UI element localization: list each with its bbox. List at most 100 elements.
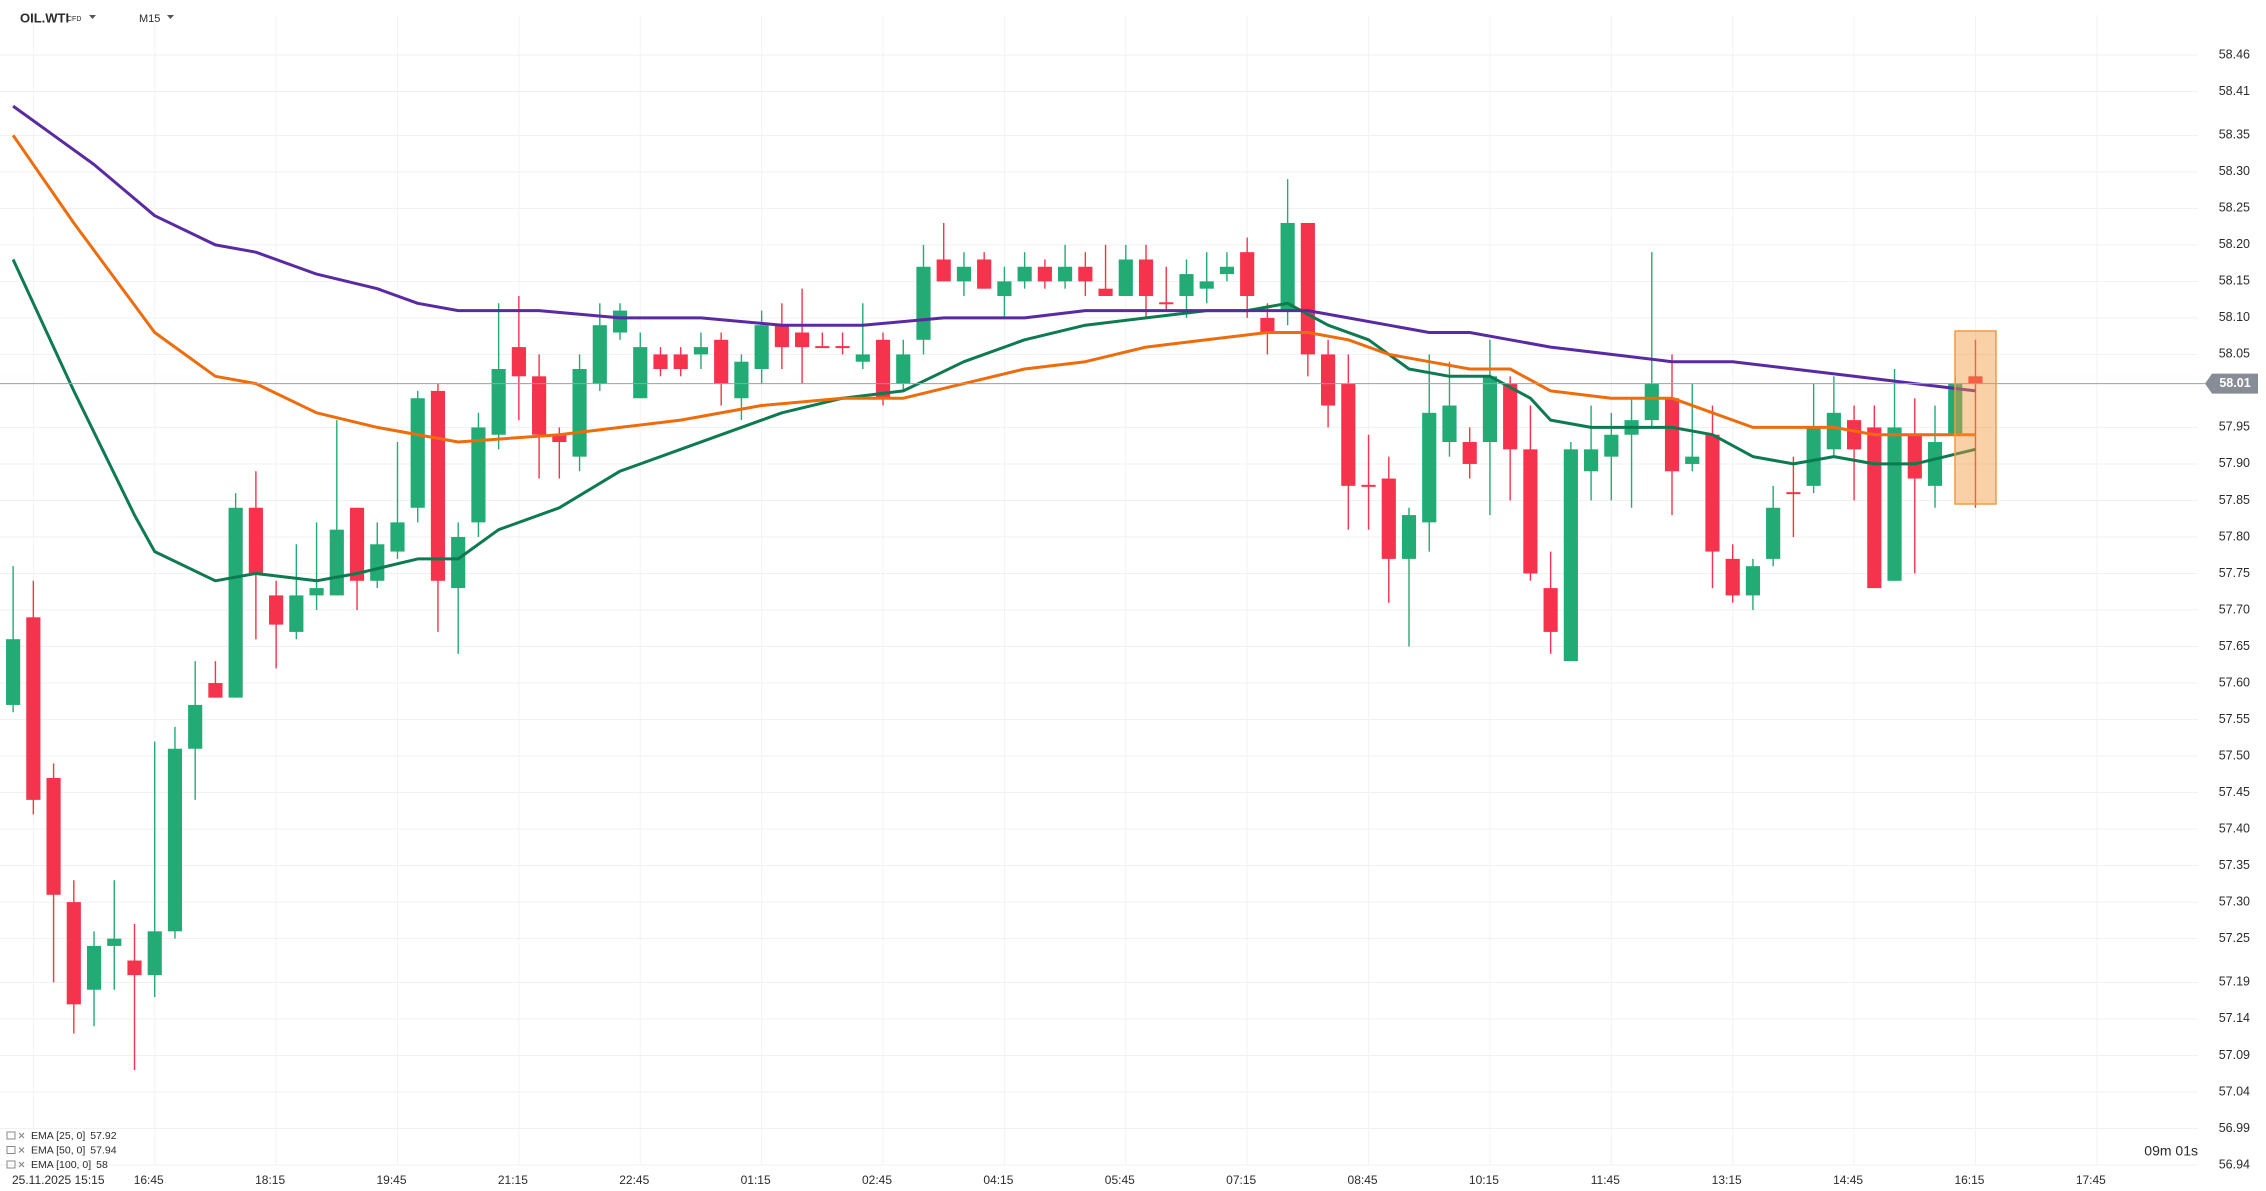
candle-body — [1705, 434, 1720, 552]
y-tick-label: 57.90 — [2219, 456, 2250, 470]
legend-value: 58 — [96, 1159, 108, 1171]
candle-body — [936, 259, 951, 282]
candle-body — [1907, 434, 1922, 479]
y-tick-label: 57.25 — [2219, 931, 2250, 945]
candle-body — [1442, 405, 1457, 443]
candle-body — [1300, 222, 1315, 355]
y-tick-label: 58.10 — [2219, 310, 2250, 324]
candle-body — [86, 945, 102, 990]
legend-icon[interactable] — [6, 1131, 16, 1140]
candle-body — [6, 639, 21, 705]
y-tick-label: 58.30 — [2219, 164, 2250, 178]
y-tick-label: 57.85 — [2219, 493, 2250, 507]
legend-icon[interactable] — [6, 1160, 16, 1169]
y-tick-label: 57.50 — [2219, 748, 2250, 762]
timeframe[interactable]: M15 — [139, 13, 160, 25]
current-candle-highlight — [1954, 330, 1997, 505]
legend-close[interactable] — [18, 1132, 25, 1139]
candle-body — [1786, 492, 1801, 495]
candle-body — [1584, 449, 1599, 472]
y-tick-label: 57.35 — [2219, 858, 2250, 872]
candle-body — [997, 281, 1012, 296]
symbol-dropdown[interactable] — [89, 15, 96, 19]
candle-body — [633, 347, 648, 399]
x-tick-label: 02:45 — [862, 1173, 892, 1187]
candle-body — [1685, 456, 1700, 464]
candle-body — [390, 522, 405, 552]
candle-body — [107, 938, 122, 946]
timeframe-dropdown[interactable] — [167, 15, 174, 19]
candle-body — [1078, 266, 1093, 282]
candle-body — [977, 259, 992, 289]
y-tick-label: 58.05 — [2219, 347, 2250, 361]
x-tick-label: 19:45 — [376, 1173, 406, 1187]
candle-body — [693, 347, 709, 355]
candle-body — [1847, 420, 1862, 450]
legend-value: 57.94 — [90, 1144, 116, 1156]
candle-body — [1826, 412, 1841, 450]
candle-body — [754, 325, 769, 370]
candle-body — [1523, 449, 1538, 574]
legend-name: EMA [50, 0] — [31, 1144, 85, 1156]
candle-body — [795, 332, 810, 348]
x-tick-label: 16:45 — [134, 1173, 164, 1187]
candle-body — [1806, 427, 1821, 486]
y-tick-label: 57.75 — [2219, 566, 2250, 580]
candle-body — [1361, 484, 1376, 487]
candle-body — [1644, 383, 1659, 421]
candle-body — [875, 339, 891, 399]
candle-body — [289, 595, 304, 632]
candle-body — [1118, 259, 1133, 296]
y-tick-label: 58.35 — [2219, 128, 2250, 142]
ema-line — [11, 134, 1976, 444]
candle-body — [1037, 266, 1052, 282]
candle-body — [1280, 222, 1295, 311]
candle-body — [552, 434, 567, 443]
candle-body — [572, 369, 587, 457]
candle-body — [1867, 427, 1882, 589]
axes: 58.46 58.41 58.35 58.30 58.25 58.20 58.15 58.10… — [12, 47, 2258, 1187]
legend-name: EMA [100, 0] — [31, 1159, 91, 1171]
legend-close[interactable] — [18, 1147, 25, 1153]
candle-body — [430, 390, 446, 581]
legend-icon[interactable] — [6, 1146, 16, 1154]
candle-body — [1159, 302, 1174, 305]
x-tick-label: 16:15 — [1954, 1173, 1984, 1187]
y-tick-label: 57.65 — [2219, 639, 2250, 653]
y-tick-label: 57.40 — [2219, 821, 2250, 835]
candle-body — [1927, 442, 1943, 486]
legend-close[interactable] — [18, 1161, 25, 1168]
candle-timer: 09m 01s — [2144, 1143, 2198, 1159]
x-tick-label: 21:15 — [498, 1173, 528, 1187]
candle-body — [1260, 317, 1275, 333]
symbol[interactable]: OIL.WTI — [20, 10, 69, 25]
x-tick-label: 07:15 — [1226, 1173, 1256, 1187]
candle-body — [1462, 442, 1477, 464]
x-tick-label: 10:15 — [1469, 1173, 1499, 1187]
candle-body — [491, 369, 506, 435]
ema-line — [11, 258, 1976, 583]
y-tick-label: 58.20 — [2219, 237, 2250, 251]
candle-body — [1138, 259, 1154, 296]
candle-body — [835, 346, 850, 349]
x-tick-label: 22:45 — [619, 1173, 649, 1187]
price-badge — [2205, 373, 2258, 394]
candle-body — [26, 617, 41, 800]
candle-body — [167, 748, 183, 932]
y-tick-label: 57.14 — [2219, 1011, 2250, 1025]
y-tick-label: 57.55 — [2219, 712, 2250, 726]
grid — [0, 15, 2198, 1166]
candle-body — [309, 588, 324, 596]
candle-body — [1604, 434, 1619, 457]
candle-body — [1766, 507, 1781, 559]
y-tick-label: 57.19 — [2219, 975, 2250, 989]
x-tick-label: 13:15 — [1712, 1173, 1742, 1187]
x-tick-label: 05:45 — [1105, 1173, 1135, 1187]
y-tick-label: 56.94 — [2219, 1157, 2250, 1171]
candle-body — [188, 704, 203, 749]
candle-body — [66, 902, 81, 1005]
x-tick-label: 08:45 — [1348, 1173, 1378, 1187]
y-tick-label: 57.95 — [2219, 420, 2250, 434]
y-tick-label: 58.15 — [2219, 274, 2250, 288]
candle-body — [673, 354, 688, 370]
